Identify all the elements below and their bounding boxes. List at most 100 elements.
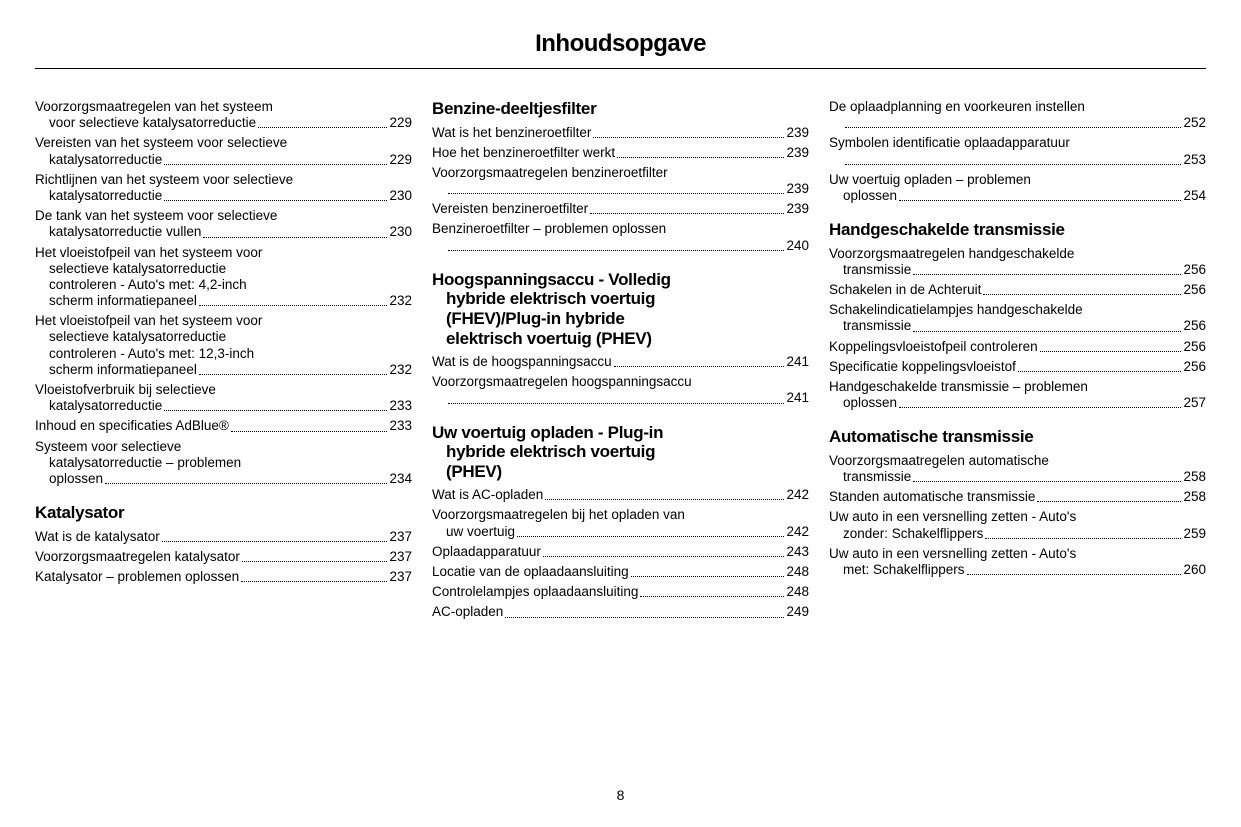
toc-dots [241, 581, 387, 582]
toc-page: 230 [389, 224, 412, 240]
toc-page: 241 [786, 390, 809, 406]
toc-entry: Locatie van de oplaadaansluiting248 [432, 564, 809, 580]
toc-line: Controlelampjes oplaadaansluiting248 [432, 584, 809, 600]
toc-text-line: selectieve katalysatorreductie [35, 261, 412, 277]
toc-page: 253 [1183, 152, 1206, 168]
toc-page: 239 [786, 145, 809, 161]
toc-text-line: Het vloeistofpeil van het systeem voor [35, 245, 412, 261]
heading-line: hybride elektrisch voertuig [432, 442, 809, 462]
toc-line: katalysatorreductie230 [35, 188, 412, 204]
toc-page: 239 [786, 181, 809, 197]
toc-line: scherm informatiepaneel 232 [35, 362, 412, 378]
toc-text-line: Symbolen identificatie oplaadapparatuur [829, 135, 1206, 151]
toc-entry: Inhoud en specificaties AdBlue®233 [35, 418, 412, 434]
toc-dots [631, 576, 785, 577]
toc-column: Voorzorgsmaatregelen van het systeemvoor… [35, 99, 412, 625]
toc-text: voor selectieve katalysatorreductie [49, 115, 256, 131]
toc-text: scherm informatiepaneel [49, 362, 197, 378]
toc-text-line: controleren - Auto's met: 4,2-inch [35, 277, 412, 293]
toc-line: Wat is het benzineroetfilter239 [432, 125, 809, 141]
toc-entry: Voorzorgsmaatregelen automatischetransmi… [829, 453, 1206, 485]
toc-entry: Voorzorgsmaatregelen bij het opladen van… [432, 507, 809, 539]
toc-entry: Systeem voor selectievekatalysatorreduct… [35, 439, 412, 488]
toc-dots [617, 157, 784, 158]
toc-entry: Wat is de katalysator237 [35, 529, 412, 545]
toc-entry: Wat is het benzineroetfilter239 [432, 125, 809, 141]
toc-line: Wat is de hoogspanningsaccu241 [432, 354, 809, 370]
toc-text-line: Vloeistofverbruik bij selectieve [35, 382, 412, 398]
toc-page: 240 [786, 238, 809, 254]
toc-entry: Voorzorgsmaatregelen handgeschakeldetran… [829, 246, 1206, 278]
section-heading: Uw voertuig opladen - Plug-inhybride ele… [432, 423, 809, 482]
toc-page: 254 [1183, 188, 1206, 204]
toc-dots [448, 250, 784, 251]
toc-line: Koppelingsvloeistofpeil controleren256 [829, 339, 1206, 355]
toc-text: Wat is AC-opladen [432, 487, 543, 503]
toc-dots [1040, 351, 1182, 352]
toc-text: Hoe het benzineroetfilter werkt [432, 145, 615, 161]
toc-line: 241 [432, 390, 809, 406]
toc-text: Locatie van de oplaadaansluiting [432, 564, 629, 580]
toc-dots [105, 483, 387, 484]
toc-page: 237 [389, 569, 412, 585]
toc-entry: Standen automatische transmissie258 [829, 489, 1206, 505]
toc-line: uw voertuig242 [432, 524, 809, 540]
toc-dots [845, 127, 1181, 128]
toc-line: transmissie256 [829, 318, 1206, 334]
toc-line: transmissie 258 [829, 469, 1206, 485]
heading-line: (PHEV) [432, 462, 809, 482]
toc-dots [593, 137, 784, 138]
toc-entry: Vereisten van het systeem voor selectiev… [35, 135, 412, 167]
toc-page: 237 [389, 529, 412, 545]
section-heading: Automatische transmissie [829, 427, 1206, 447]
toc-dots [967, 574, 1182, 575]
toc-page: 252 [1183, 115, 1206, 131]
toc-line: 252 [829, 115, 1206, 131]
toc-line: Specificatie koppelingsvloeistof256 [829, 359, 1206, 375]
toc-line: Wat is AC-opladen 242 [432, 487, 809, 503]
toc-line: oplossen234 [35, 471, 412, 487]
toc-entry: Koppelingsvloeistofpeil controleren256 [829, 339, 1206, 355]
toc-text-line: De oplaadplanning en voorkeuren instelle… [829, 99, 1206, 115]
toc-text: transmissie [843, 318, 911, 334]
toc-text: oplossen [843, 188, 897, 204]
toc-entry: Vereisten benzineroetfilter239 [432, 201, 809, 217]
toc-entry: Controlelampjes oplaadaansluiting248 [432, 584, 809, 600]
toc-page: 232 [389, 362, 412, 378]
toc-text-line: Uw auto in een versnelling zetten - Auto… [829, 509, 1206, 525]
toc-line: transmissie256 [829, 262, 1206, 278]
toc-column: De oplaadplanning en voorkeuren instelle… [829, 99, 1206, 625]
toc-dots [590, 213, 784, 214]
toc-line: voor selectieve katalysatorreductie229 [35, 115, 412, 131]
toc-line: AC-opladen249 [432, 604, 809, 620]
toc-line: met: Schakelflippers260 [829, 562, 1206, 578]
toc-entry: AC-opladen249 [432, 604, 809, 620]
toc-entry: Voorzorgsmaatregelen van het systeemvoor… [35, 99, 412, 131]
toc-page: 258 [1183, 469, 1206, 485]
toc-text-line: Systeem voor selectieve [35, 439, 412, 455]
toc-dots [985, 538, 1181, 539]
title-rule [35, 68, 1206, 69]
toc-text: transmissie [843, 469, 911, 485]
toc-dots [1037, 501, 1181, 502]
toc-text: scherm informatiepaneel [49, 293, 197, 309]
toc-line: katalysatorreductie vullen230 [35, 224, 412, 240]
toc-text: Schakelen in de Achteruit [829, 282, 981, 298]
toc-page: 256 [1183, 359, 1206, 375]
toc-page: 242 [786, 487, 809, 503]
toc-text-line: Uw voertuig opladen – problemen [829, 172, 1206, 188]
toc-entry: Uw voertuig opladen – problemenoplossen 2… [829, 172, 1206, 204]
section-heading: Katalysator [35, 503, 412, 523]
toc-dots [913, 331, 1181, 332]
toc-dots [258, 127, 387, 128]
toc-text: Inhoud en specificaties AdBlue® [35, 418, 229, 434]
section-heading: Hoogspanningsaccu - Volledighybride elek… [432, 270, 809, 348]
toc-dots [231, 431, 388, 432]
toc-text-line: Schakelindicatielampjes handgeschakelde [829, 302, 1206, 318]
toc-dots [899, 407, 1181, 408]
toc-page: 257 [1183, 395, 1206, 411]
toc-dots [164, 200, 387, 201]
toc-dots [640, 596, 784, 597]
toc-line: Wat is de katalysator237 [35, 529, 412, 545]
toc-text-line: selectieve katalysatorreductie [35, 329, 412, 345]
